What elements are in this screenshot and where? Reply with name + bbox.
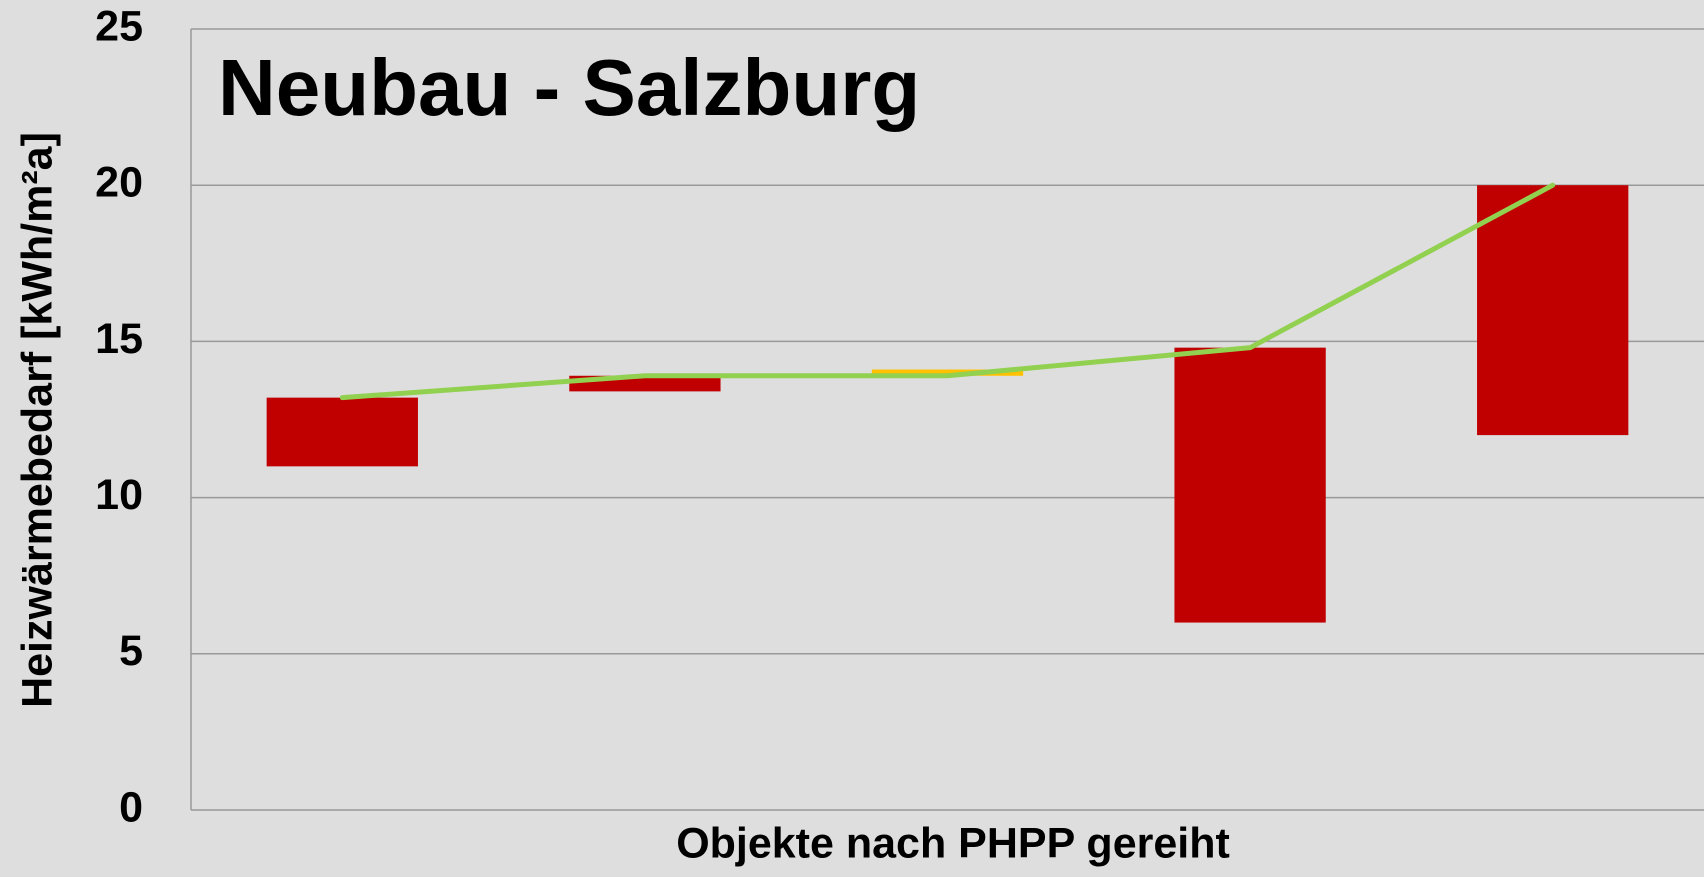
y-tick-label: 25 (95, 2, 143, 50)
y-tick-label: 0 (119, 783, 143, 831)
bar (1174, 347, 1326, 623)
x-axis-label: Objekte nach PHPP gereiht (676, 819, 1230, 867)
chart-title: Neubau - Salzburg (218, 43, 920, 132)
bar (266, 397, 418, 467)
bar (1477, 185, 1629, 436)
y-tick-label: 5 (119, 627, 143, 675)
y-tick-label: 10 (95, 471, 143, 519)
y-tick-label: 20 (95, 159, 143, 207)
y-axis-label: Heizwärmebedarf [kWh/m²a] (13, 132, 61, 708)
line (339, 182, 1556, 401)
bar (871, 369, 1024, 376)
y-tick-label: 15 (95, 315, 143, 363)
